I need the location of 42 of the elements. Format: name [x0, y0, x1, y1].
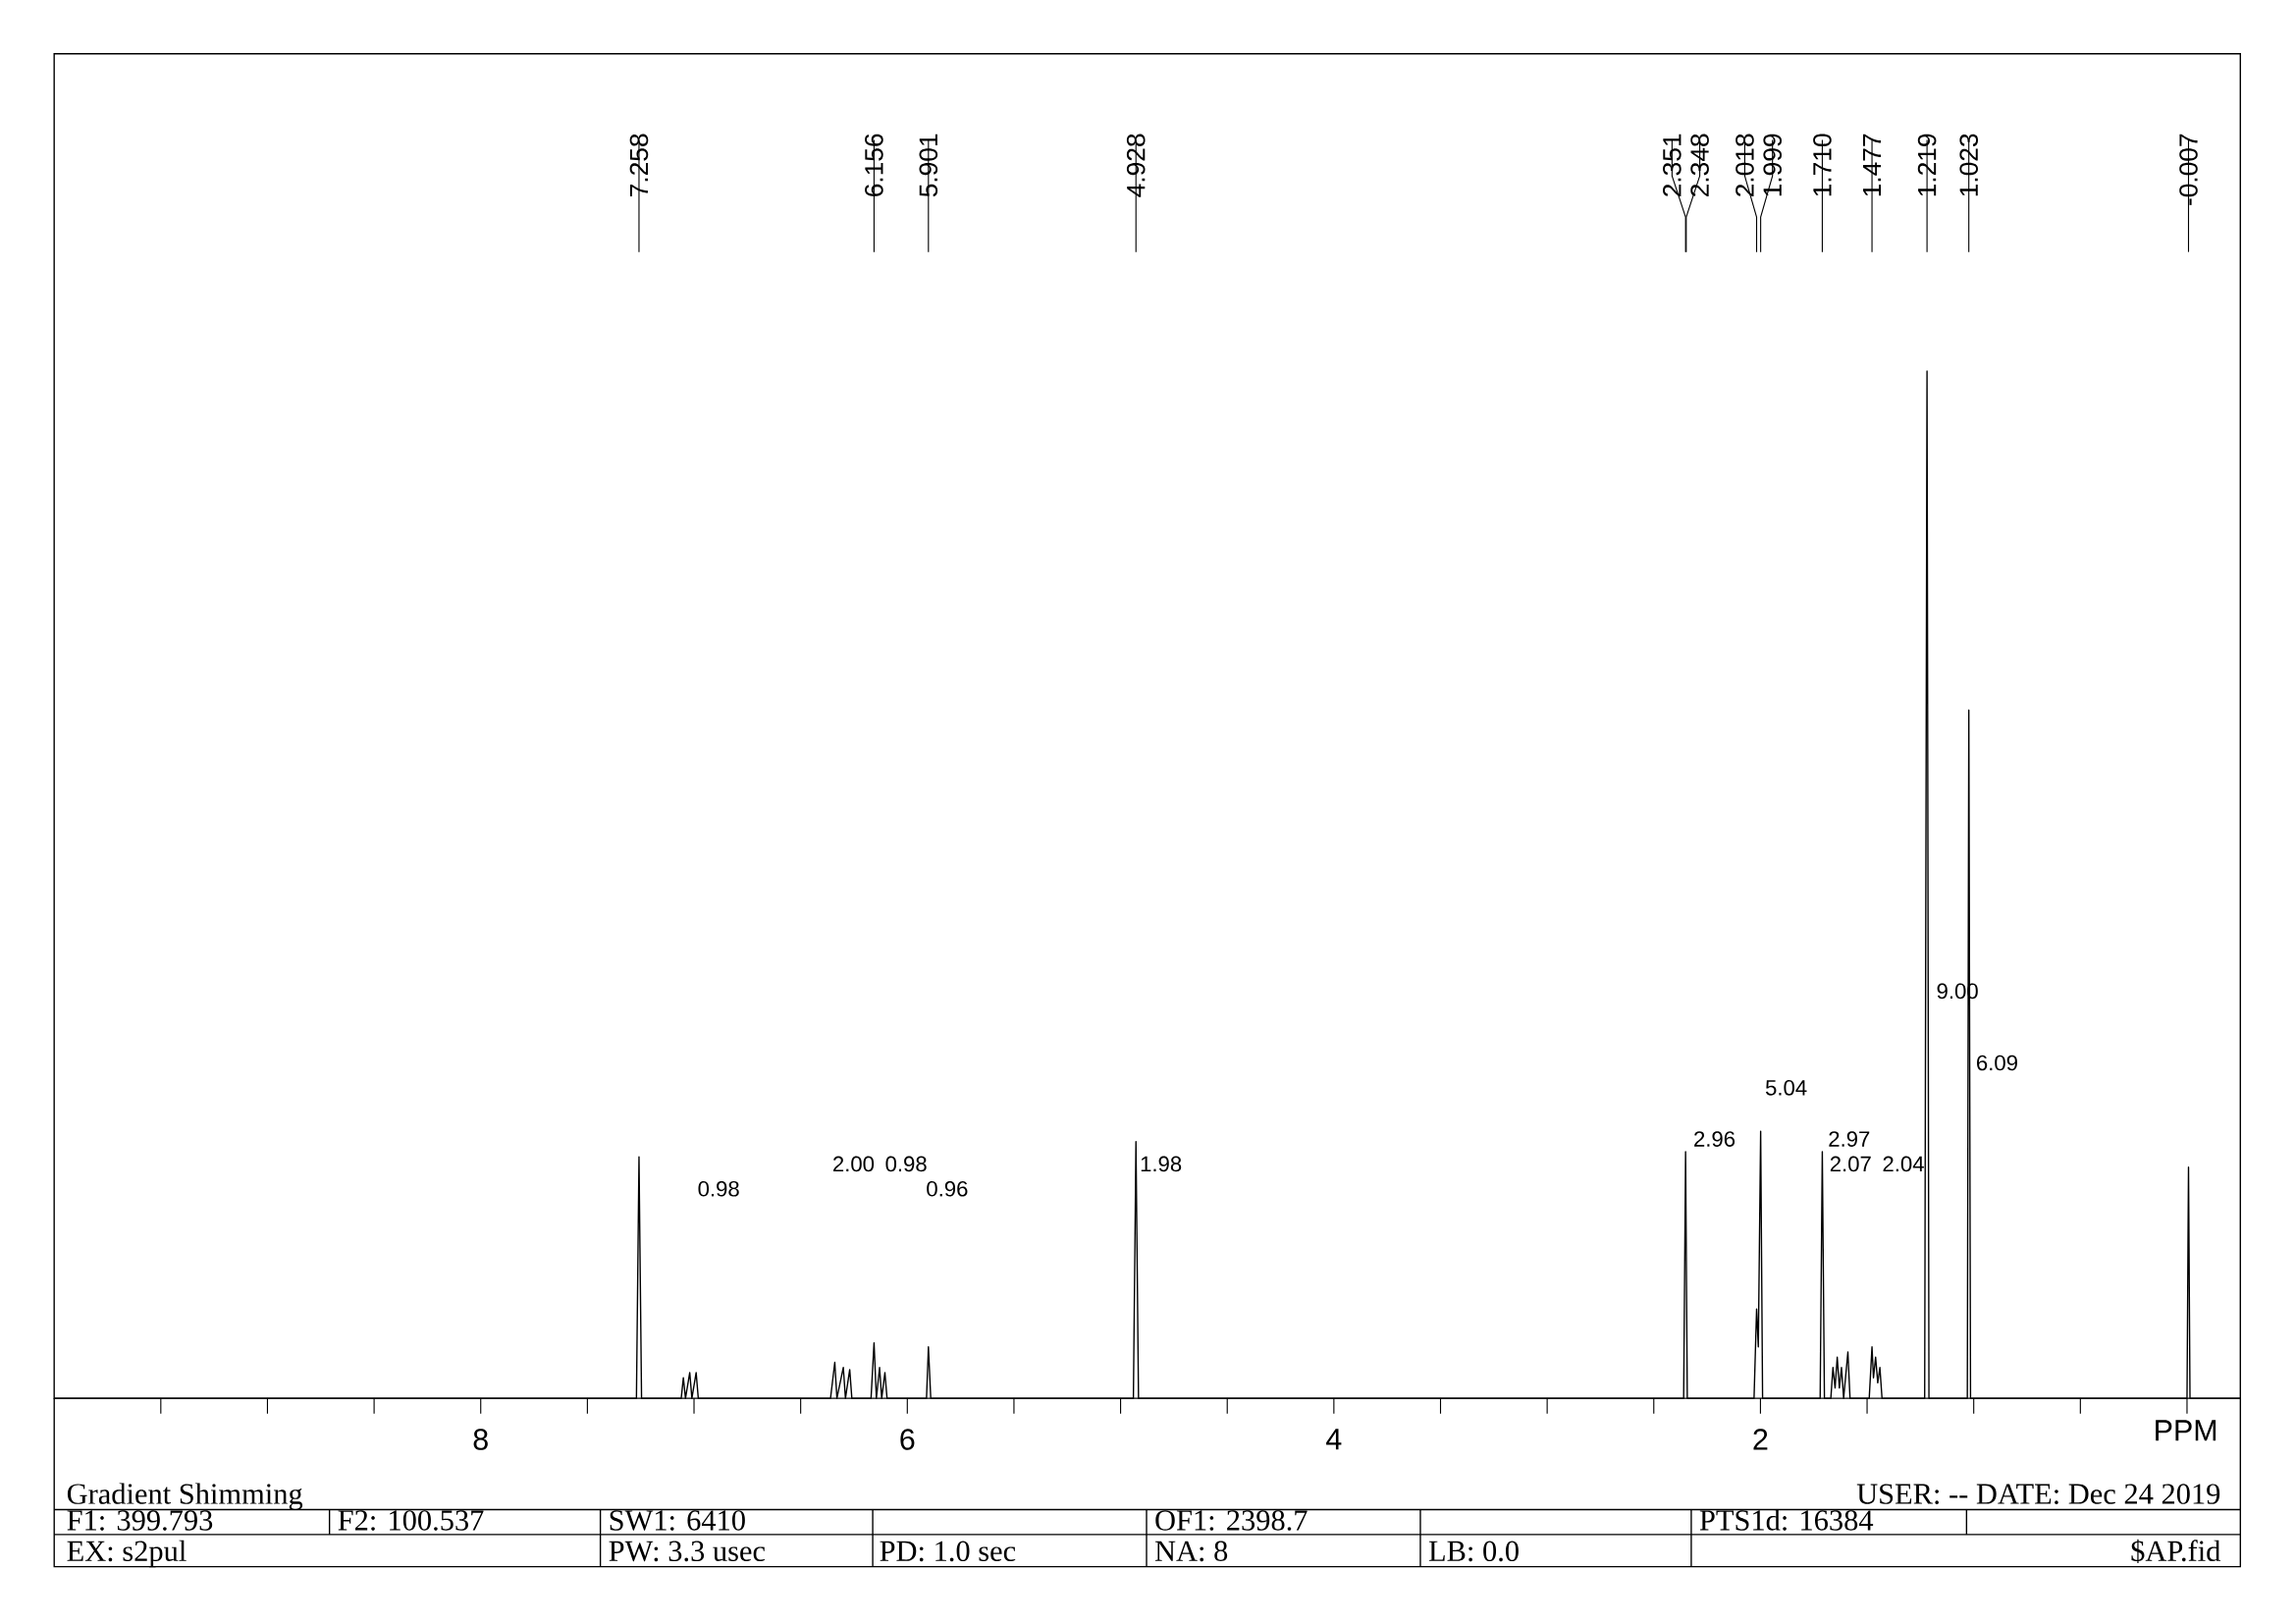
annotation: 4.928	[1126, 134, 1146, 197]
annotation: 0.96	[927, 1181, 968, 1197]
annotation: 5.04	[1765, 1080, 1807, 1096]
annotation: 2.97	[1829, 1131, 1870, 1147]
text: $AP.fid	[2131, 1539, 2221, 1564]
text: PTS1d: 16384	[1699, 1509, 1874, 1531]
annotation: 6.09	[1977, 1055, 2017, 1071]
text: OF1: 2398.7	[1155, 1510, 1308, 1531]
annotation: 6.156	[865, 134, 883, 196]
text: LB: 0.0	[1428, 1541, 1519, 1562]
annotation: 1.219	[1917, 134, 1937, 196]
annotation: -0.007	[2179, 134, 2198, 205]
annotation: 2.96	[1694, 1131, 1735, 1147]
text: USER: -- DATE: Dec 24 2019	[1856, 1484, 2220, 1505]
annotation: 1.710	[1813, 134, 1832, 196]
annotation: 5.901	[919, 134, 938, 197]
text: F1: 399.793	[67, 1510, 213, 1531]
text: SW1: 6410	[610, 1510, 745, 1531]
x-axis-title: PPM	[2156, 1420, 2216, 1441]
x-tick-label: 4	[1326, 1429, 1342, 1450]
x-tick-label: 2	[1753, 1429, 1768, 1450]
x-tick-label: 8	[473, 1429, 488, 1450]
annotation: 2.04	[1883, 1156, 1924, 1172]
annotation: 1.98	[1141, 1156, 1182, 1172]
annotation: 2.00	[833, 1156, 875, 1172]
x-tick-label: 6	[900, 1429, 915, 1450]
annotation: 7.258	[629, 134, 649, 196]
annotation: 2.07	[1830, 1156, 1871, 1172]
annotation: 0.98	[885, 1156, 927, 1172]
annotation: 0.98	[698, 1181, 739, 1197]
annotation: 1.477	[1862, 134, 1882, 196]
text: PW: 3.3 usec	[609, 1541, 766, 1562]
text: NA: 8	[1154, 1541, 1228, 1562]
text: PD: 1.0 sec	[880, 1541, 1016, 1562]
text: Gradient Shimming	[67, 1483, 303, 1511]
text: EX: s2pul	[67, 1540, 187, 1568]
text: F2: 100.537	[338, 1510, 484, 1531]
annotation: 2.018	[1735, 134, 1754, 197]
annotation: 2.348	[1690, 134, 1709, 197]
annotation: 1.999	[1763, 134, 1782, 196]
annotation: 1.023	[1959, 134, 1979, 196]
annotation: 2.351	[1663, 134, 1682, 197]
